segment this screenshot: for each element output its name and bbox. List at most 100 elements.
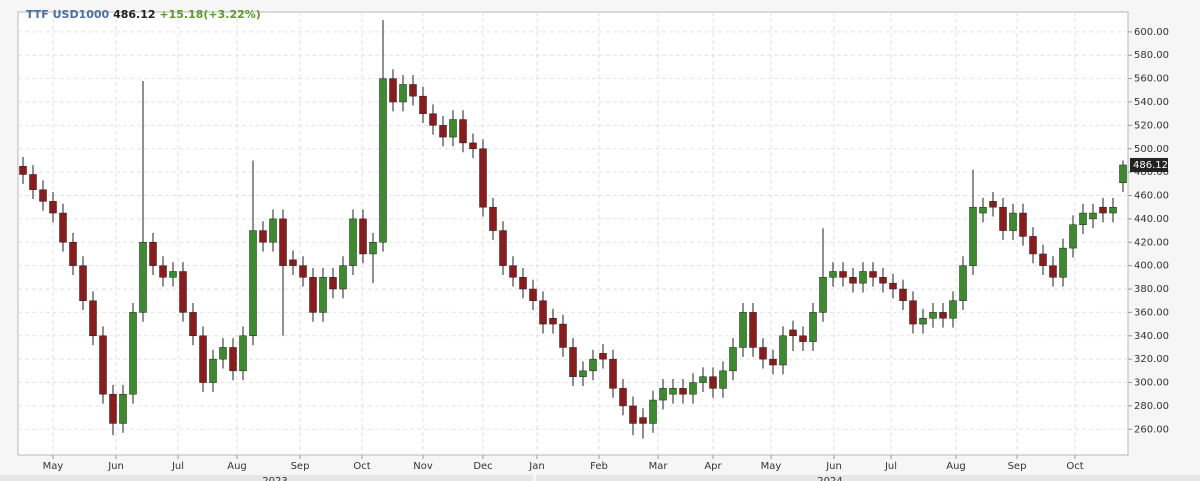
candle-body [659, 388, 667, 401]
candle-body [299, 265, 307, 278]
candle-body [549, 317, 557, 325]
y-tick-label: 540.00 [1134, 97, 1169, 108]
candle-body [539, 300, 547, 325]
x-tick-label: Aug [946, 461, 966, 472]
legend-symbol: TTF USD1000 [26, 8, 110, 21]
candle-body [229, 347, 237, 372]
candle-body [389, 78, 397, 103]
candle-body [779, 335, 787, 366]
candle-body [589, 358, 597, 372]
candle-body [639, 417, 647, 424]
x-tick-label: Apr [704, 461, 722, 472]
candle-body [269, 218, 277, 243]
x-tick-label: Jul [884, 461, 897, 472]
candle-body [829, 271, 837, 278]
candle-body [409, 84, 417, 97]
candle-body [259, 230, 267, 243]
candle-body [949, 300, 957, 319]
y-tick-label: 600.00 [1134, 27, 1169, 38]
x-tick-label: May [43, 461, 64, 472]
candle-body [189, 312, 197, 337]
candle-body [689, 382, 697, 395]
candle-body [809, 312, 817, 342]
candle-body [499, 230, 507, 266]
candle-body [959, 265, 967, 301]
x-tick-label: Jan [528, 461, 544, 472]
y-tick-label: 280.00 [1134, 401, 1169, 412]
candle-body [929, 312, 937, 319]
candles [19, 20, 1127, 439]
candle-body [609, 358, 617, 389]
candle-body [1019, 212, 1027, 237]
candle-body [219, 347, 227, 360]
candle-body [469, 142, 477, 150]
candle-body [479, 148, 487, 208]
candle-body [79, 265, 87, 301]
candle-body [399, 84, 407, 103]
candle-body [529, 288, 537, 301]
candle-body [869, 271, 877, 278]
candle-body [279, 218, 287, 266]
candle-body [859, 271, 867, 284]
candle-body [1029, 236, 1037, 255]
candle-body [459, 119, 467, 144]
candle-body [1009, 212, 1017, 231]
candle-body [519, 277, 527, 290]
candle-body [909, 300, 917, 325]
y-tick-label: 340.00 [1134, 331, 1169, 342]
candle-body [619, 388, 627, 407]
candle-body [419, 95, 427, 114]
candle-body [729, 347, 737, 372]
candle-body [719, 370, 727, 389]
candle-body [359, 218, 367, 255]
candle-body [19, 166, 27, 175]
candle-body [1059, 247, 1067, 278]
navigator-strip [0, 475, 533, 481]
y-tick-label: 420.00 [1134, 237, 1169, 248]
candle-body [1109, 206, 1117, 214]
candle-body [109, 393, 117, 424]
candle-body [1039, 253, 1047, 266]
navigator-strip [536, 475, 1200, 481]
candle-body [599, 353, 607, 360]
candle-body [489, 206, 497, 231]
y-tick-label: 440.00 [1134, 214, 1169, 225]
candle-body [989, 201, 997, 208]
candle-body [449, 119, 457, 138]
candle-body [629, 405, 637, 424]
candle-body [679, 388, 687, 395]
y-tick-label: 260.00 [1134, 424, 1169, 435]
candle-body [249, 230, 257, 337]
candle-body [939, 312, 947, 319]
candle-body [39, 189, 47, 202]
x-tick-label: Feb [590, 461, 608, 472]
legend-change: +15.18(+3.22%) [159, 8, 260, 21]
candle-body [309, 277, 317, 313]
y-tick-label: 300.00 [1134, 378, 1169, 389]
candle-body [649, 399, 657, 424]
candle-body [979, 206, 987, 214]
candle-body [1079, 212, 1087, 225]
x-tick-label: Jun [107, 461, 124, 472]
y-tick-label: 380.00 [1134, 284, 1169, 295]
candle-body [379, 78, 387, 243]
candle-body [559, 323, 567, 348]
candle-body [699, 376, 707, 383]
candle-body [319, 277, 327, 313]
candle-body [799, 335, 807, 342]
last-price-box [1130, 157, 1168, 172]
candle-body [789, 329, 797, 337]
candle-body [919, 317, 927, 325]
y-tick-label: 320.00 [1134, 354, 1169, 365]
candle-body [69, 242, 77, 266]
candle-body [149, 242, 157, 266]
x-tick-label: Oct [353, 461, 370, 472]
candle-body [769, 358, 777, 366]
x-tick-label: Jul [171, 461, 184, 472]
candle-body [509, 265, 517, 278]
candle-body [1099, 206, 1107, 214]
candle-body [209, 358, 217, 383]
candle-body [129, 312, 137, 395]
